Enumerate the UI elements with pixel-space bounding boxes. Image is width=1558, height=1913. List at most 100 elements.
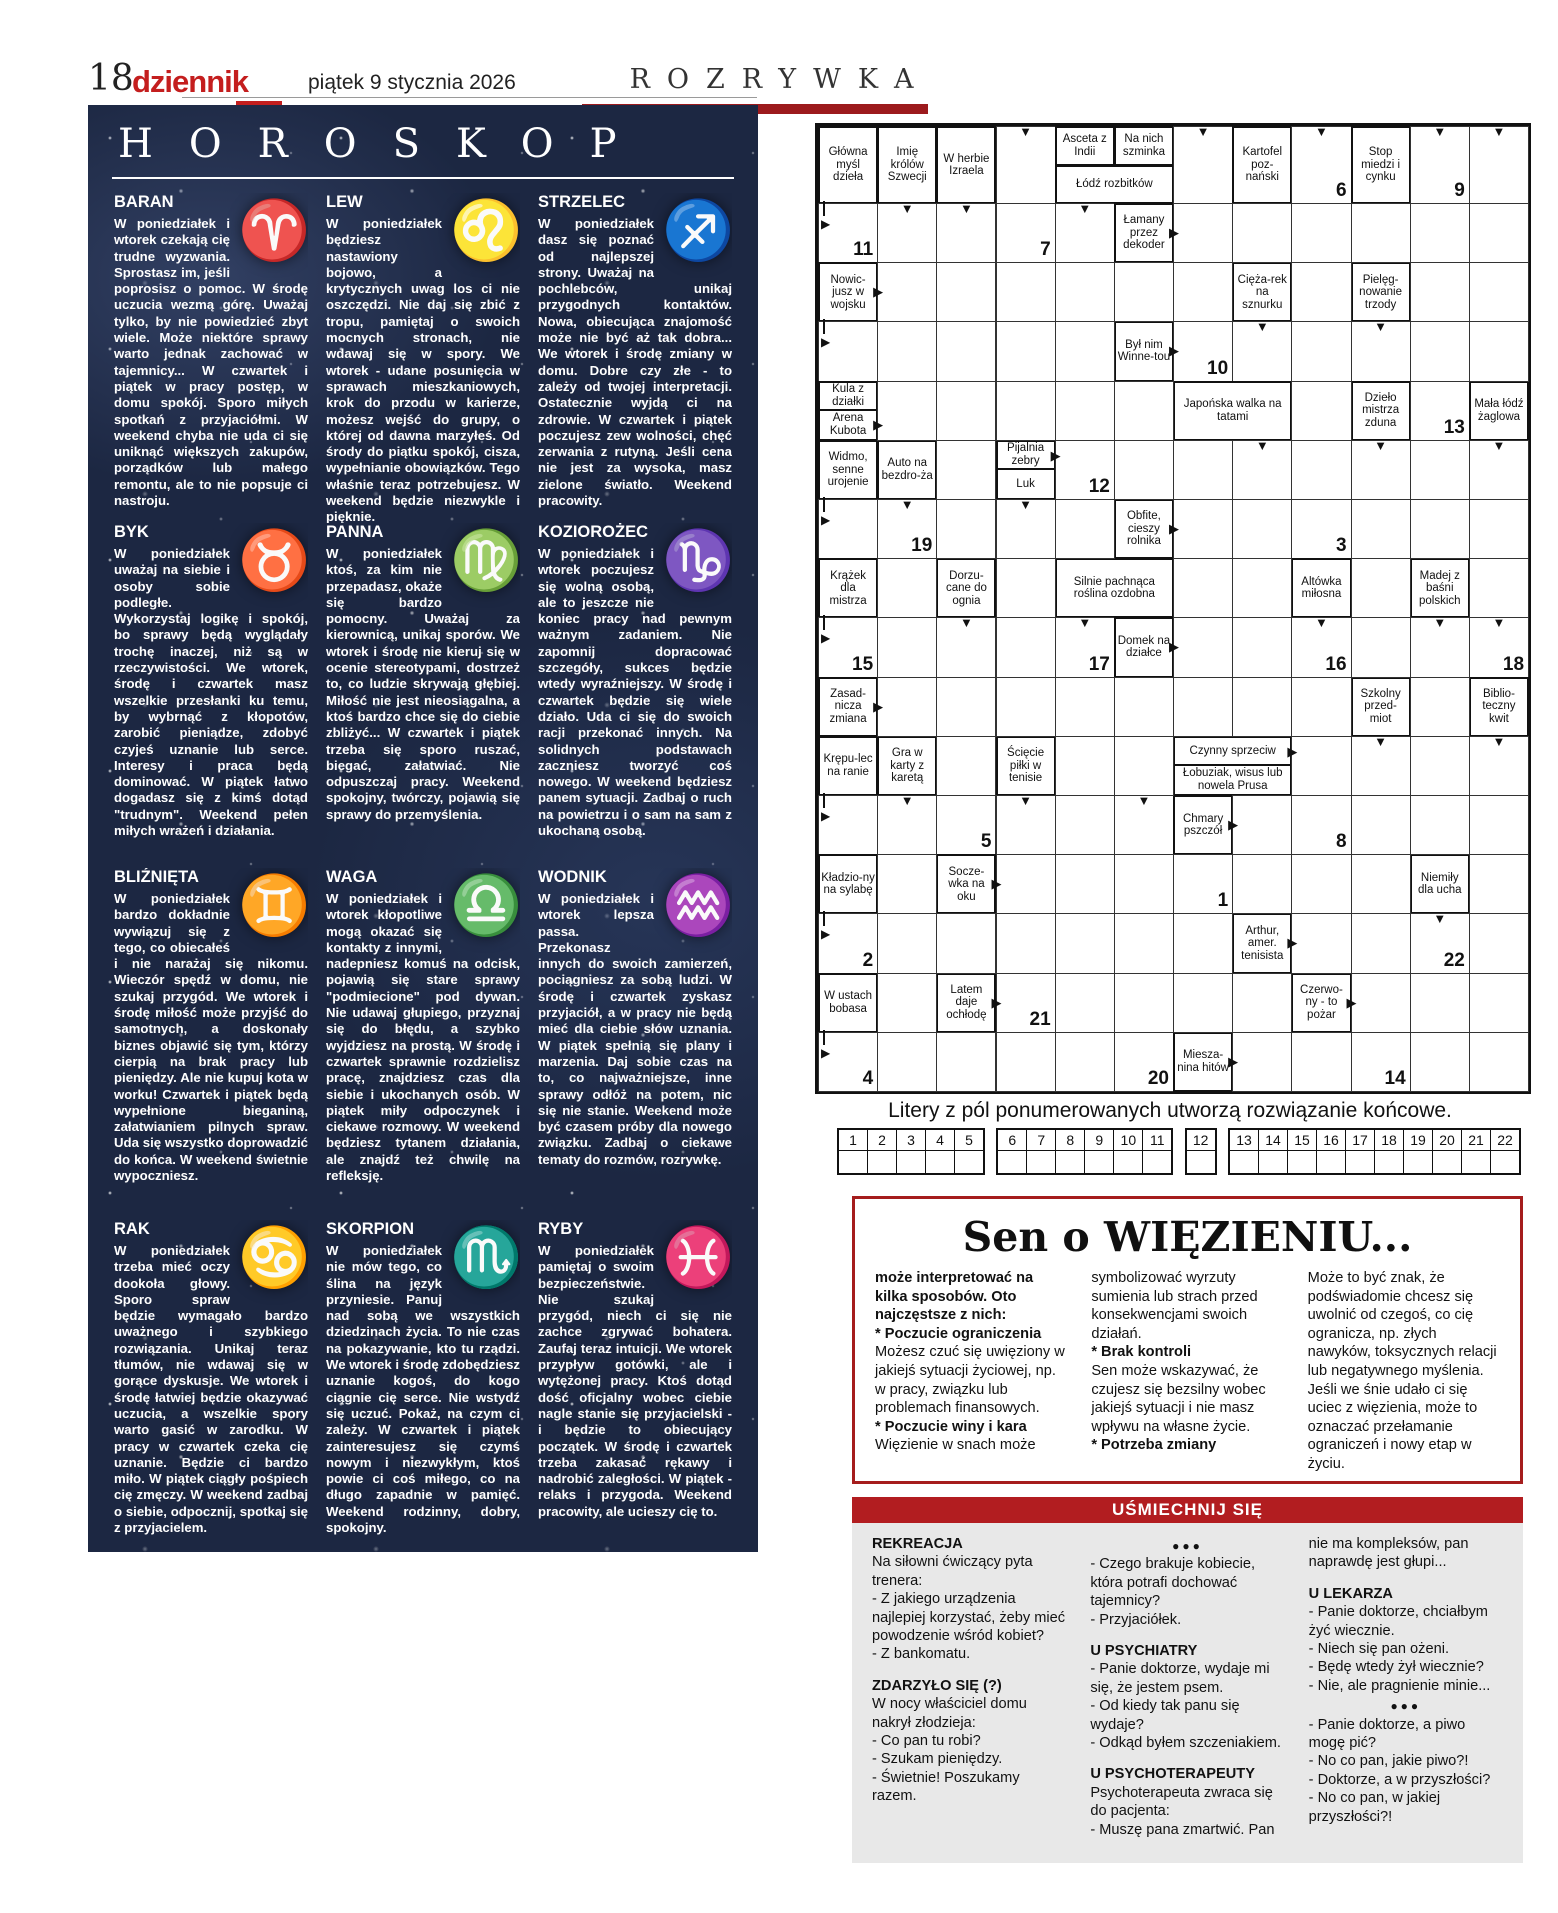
solution-box[interactable]: 19 [1402, 1130, 1432, 1173]
solution-box[interactable]: 14 [1257, 1130, 1287, 1173]
crossword-cell[interactable]: ▼ [1113, 793, 1174, 856]
solution-box-cell[interactable] [839, 1151, 867, 1173]
crossword-cell[interactable] [1113, 439, 1174, 500]
crossword-cell[interactable] [1232, 617, 1293, 678]
solution-box-cell[interactable] [1187, 1151, 1215, 1173]
crossword-cell[interactable] [1291, 262, 1352, 323]
crossword-cell[interactable] [1173, 913, 1234, 974]
crossword-cell[interactable] [1113, 854, 1174, 915]
solution-box[interactable]: 17 [1344, 1130, 1374, 1173]
solution-box-cell[interactable] [897, 1151, 925, 1173]
crossword-cell[interactable]: ▼ [1232, 438, 1293, 500]
crossword-cell[interactable] [1468, 499, 1530, 560]
crossword-cell[interactable]: ▼ [1350, 438, 1411, 500]
crossword-cell[interactable] [1113, 913, 1174, 974]
crossword-cell[interactable] [1350, 499, 1411, 560]
crossword-cell[interactable] [1054, 321, 1115, 382]
solution-box[interactable]: 4 [925, 1130, 954, 1173]
crossword-cell[interactable] [1173, 972, 1234, 1033]
crossword-cell[interactable] [1054, 913, 1115, 974]
solution-box-cell[interactable] [926, 1151, 954, 1173]
crossword-cell[interactable] [936, 913, 997, 974]
solution-box-cell[interactable] [1433, 1151, 1461, 1173]
crossword-cell[interactable] [1173, 558, 1234, 619]
crossword-cell[interactable]: ▼ [995, 124, 1056, 204]
crossword-cell[interactable] [1409, 795, 1470, 856]
crossword-cell[interactable]: ▶ 2 [818, 911, 879, 974]
crossword-cell[interactable] [995, 617, 1056, 678]
crossword-cell[interactable] [936, 439, 997, 500]
crossword-cell[interactable] [936, 380, 997, 441]
solution-box-cell[interactable] [868, 1151, 896, 1173]
crossword-cell[interactable]: ▼ [1350, 319, 1411, 382]
crossword-cell[interactable] [1232, 1031, 1293, 1092]
crossword-cell[interactable] [1291, 735, 1352, 796]
crossword-cell[interactable] [1409, 262, 1470, 323]
crossword-cell[interactable] [1291, 321, 1352, 382]
crossword-cell[interactable] [1232, 499, 1293, 560]
solution-box[interactable]: 3 [896, 1130, 925, 1173]
crossword-cell[interactable] [877, 913, 938, 974]
crossword-cell[interactable] [1113, 735, 1174, 796]
crossword-cell[interactable] [877, 854, 938, 915]
solution-box[interactable]: 22 [1489, 1130, 1519, 1173]
crossword-cell[interactable]: ▶ 15 [818, 615, 879, 678]
crossword-cell[interactable] [1291, 676, 1352, 737]
crossword-cell[interactable] [1468, 262, 1530, 323]
crossword-cell[interactable] [1409, 676, 1470, 737]
solution-box[interactable]: 20 [1431, 1130, 1461, 1173]
crossword-cell[interactable]: ▼ [1409, 615, 1470, 678]
crossword-cell[interactable]: ▼ 6 [1291, 124, 1352, 204]
solution-box[interactable]: 21 [1460, 1130, 1490, 1173]
crossword-cell[interactable] [1054, 854, 1115, 915]
solution-box-cell[interactable] [1346, 1151, 1374, 1173]
crossword-cell[interactable]: ▶ 4 [818, 1029, 879, 1092]
solution-box[interactable]: 12 [1186, 1130, 1215, 1173]
crossword-cell[interactable]: ▼ [995, 497, 1056, 560]
crossword-cell[interactable]: ▼ 17 [1054, 615, 1115, 678]
solution-box-cell[interactable] [1027, 1151, 1055, 1173]
crossword-cell[interactable] [1350, 972, 1411, 1033]
crossword-cell[interactable]: ▶ [818, 319, 879, 382]
crossword-cell[interactable] [877, 321, 938, 382]
crossword-cell[interactable] [936, 1031, 997, 1092]
crossword-cell[interactable] [995, 1031, 1056, 1092]
crossword-cell[interactable] [1173, 617, 1234, 678]
crossword-cell[interactable]: ▼ 16 [1291, 615, 1352, 678]
crossword-cell[interactable] [1232, 558, 1293, 619]
solution-box[interactable]: 8 [1055, 1130, 1085, 1173]
crossword-cell[interactable]: ▼ [936, 615, 997, 678]
crossword-cell[interactable] [1468, 913, 1530, 974]
solution-box-cell[interactable] [1143, 1151, 1171, 1173]
crossword-cell[interactable] [1113, 972, 1174, 1033]
crossword-cell[interactable] [1468, 854, 1530, 915]
crossword-cell[interactable] [1291, 203, 1352, 264]
crossword-cell[interactable]: ▼ [995, 793, 1056, 856]
solution-box[interactable]: 5 [954, 1130, 983, 1173]
crossword-cell[interactable] [1350, 795, 1411, 856]
crossword-cell[interactable] [995, 321, 1056, 382]
crossword-cell[interactable]: ▼ [1350, 734, 1411, 796]
solution-box[interactable]: 1 [839, 1130, 867, 1173]
solution-box[interactable]: 11 [1142, 1130, 1172, 1173]
crossword-cell[interactable]: ▼ [1468, 438, 1530, 500]
crossword-cell[interactable]: 10 [1173, 321, 1234, 382]
crossword-cell[interactable] [1173, 499, 1234, 560]
crossword-cell[interactable] [1054, 262, 1115, 323]
crossword-cell[interactable] [995, 262, 1056, 323]
crossword-cell[interactable]: ▼ 18 [1468, 615, 1530, 678]
solution-box-cell[interactable] [1404, 1151, 1432, 1173]
crossword-cell[interactable] [1350, 203, 1411, 264]
solution-box[interactable]: 18 [1373, 1130, 1403, 1173]
crossword-cell[interactable] [877, 972, 938, 1033]
crossword-cell[interactable] [1054, 499, 1115, 560]
crossword-cell[interactable] [1054, 972, 1115, 1033]
solution-box[interactable]: 16 [1315, 1130, 1345, 1173]
crossword-cell[interactable] [1291, 854, 1352, 915]
solution-box[interactable]: 13 [1229, 1130, 1258, 1173]
crossword-cell[interactable] [877, 558, 938, 619]
crossword-cell[interactable] [1232, 854, 1293, 915]
crossword-cell[interactable]: 1 [1173, 854, 1234, 915]
crossword-cell[interactable] [1468, 795, 1530, 856]
crossword-cell[interactable] [1232, 203, 1293, 264]
